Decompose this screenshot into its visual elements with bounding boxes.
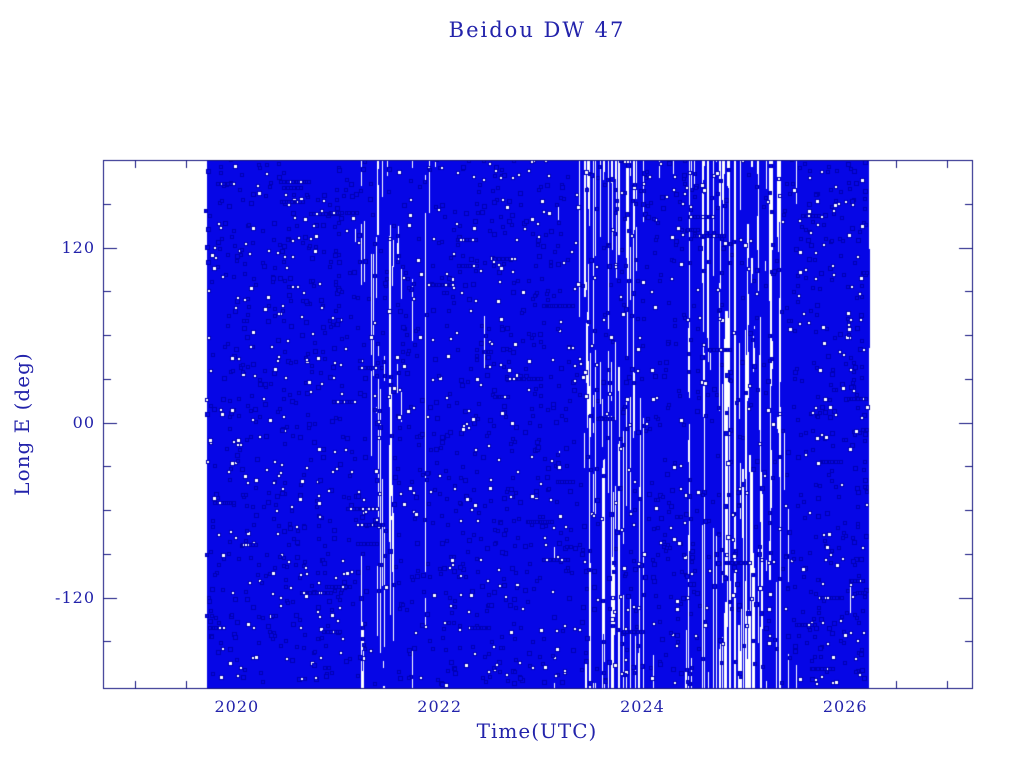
x-tick-label: 2022 bbox=[417, 697, 462, 716]
x-axis-label: Time(UTC) bbox=[476, 719, 598, 743]
y-tick-label: 120 bbox=[61, 237, 95, 257]
y-tick-label: 00 bbox=[72, 412, 95, 432]
y-axis-label: Long E (deg) bbox=[10, 352, 34, 496]
x-tick-label: 2020 bbox=[214, 697, 260, 716]
chart-title: Beidou DW 47 bbox=[448, 18, 626, 42]
x-tick-label: 2024 bbox=[620, 697, 665, 716]
y-tick-label: -120 bbox=[55, 587, 95, 607]
x-tick-label: 2026 bbox=[822, 697, 868, 716]
